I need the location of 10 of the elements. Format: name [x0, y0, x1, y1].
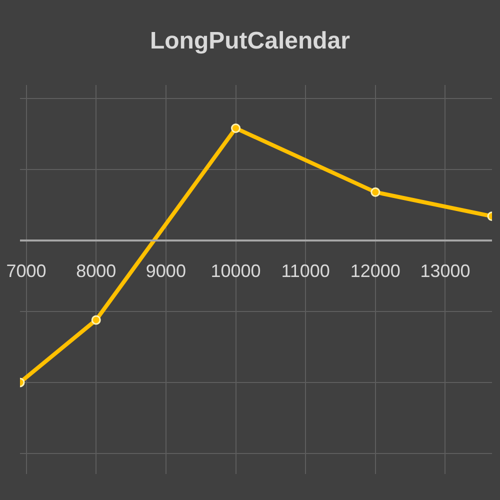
x-tick-label: 12000: [350, 260, 400, 281]
x-tick-label: 11000: [281, 260, 330, 281]
point: [231, 123, 240, 133]
x-tick-label: 9000: [146, 260, 186, 281]
point: [370, 187, 380, 197]
x-tick-label: 10000: [210, 260, 261, 281]
x-tick-label: 7000: [6, 260, 46, 281]
x-tick-label: 13000: [420, 260, 470, 281]
x-tick-label: 8000: [76, 260, 116, 281]
chart-title: LongPutCalendar: [150, 27, 350, 54]
